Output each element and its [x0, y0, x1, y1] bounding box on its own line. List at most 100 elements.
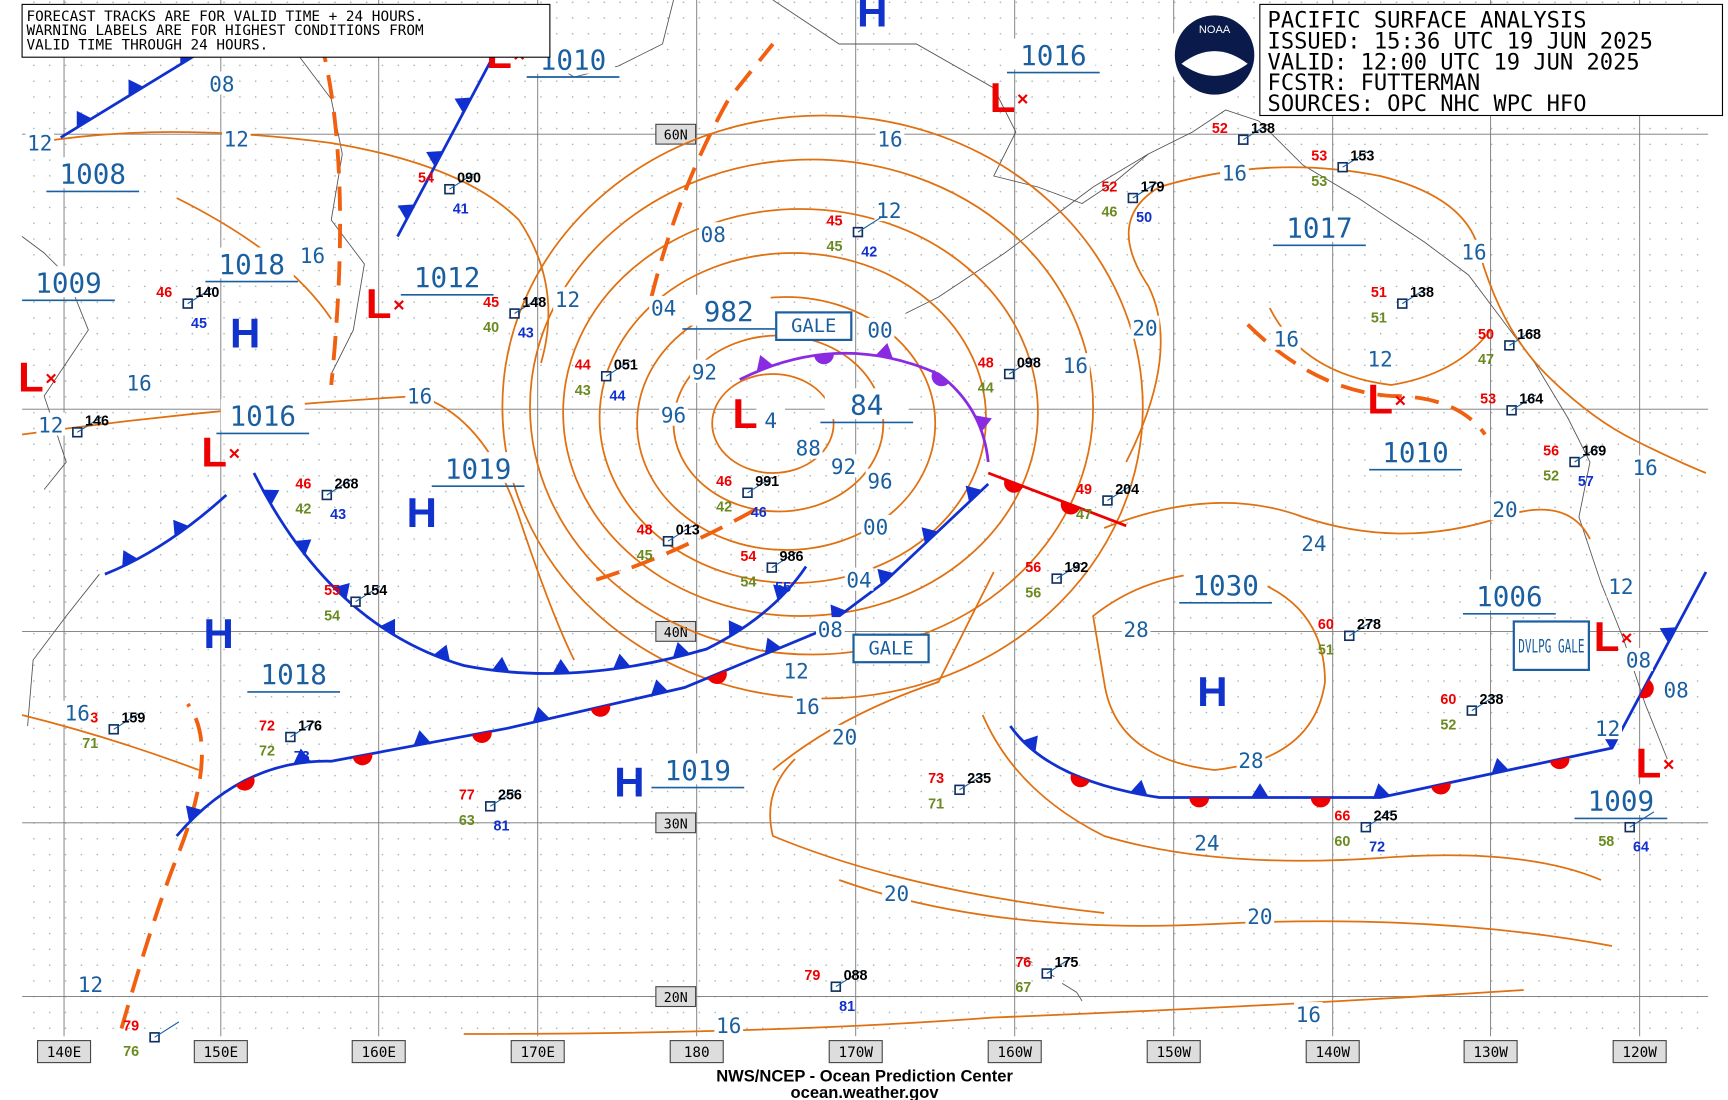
isobar-label-backdrop [714, 1013, 744, 1037]
isobar-label-backdrop [793, 435, 823, 459]
low-symbol: L [732, 390, 758, 437]
isobar-label-backdrop [1365, 346, 1395, 370]
isobar-label-backdrop [1606, 574, 1636, 598]
isobar-label-backdrop [1220, 160, 1249, 184]
isobar-label: 12 [555, 288, 580, 312]
semicircle [1549, 757, 1570, 770]
station-pressure: 238 [1480, 692, 1504, 708]
lon-label: 170W [838, 1045, 873, 1061]
cold-front-symbol [728, 620, 745, 637]
warning-label: GALE [791, 316, 836, 337]
station-dew: 72 [259, 744, 275, 760]
lon-label-box [1146, 1040, 1201, 1064]
lon-label: 160W [997, 1045, 1032, 1061]
warm-front-symbol [1070, 773, 1090, 788]
cold-front-symbol [128, 79, 144, 97]
triangle [650, 679, 669, 696]
isobar-label: 16 [795, 695, 820, 719]
semicircle [814, 353, 834, 365]
isobar-label-backdrop [36, 412, 66, 436]
wind-barb [76, 416, 102, 433]
warm-front-symbol [1189, 797, 1210, 808]
cold-front [104, 493, 228, 576]
coastline [21, 236, 100, 727]
low-symbol: L [18, 354, 44, 401]
high-symbol: H [230, 310, 260, 357]
cold-front-symbol [875, 342, 894, 359]
station-wave: 42 [861, 244, 877, 260]
triangle [76, 110, 92, 128]
isobar-label-backdrop [830, 724, 860, 748]
station-pressure: 098 [1017, 355, 1041, 371]
semicircle [1310, 797, 1331, 808]
station-pressure: 164 [1519, 392, 1543, 408]
station-dew: 51 [1318, 643, 1334, 659]
value-backdrop [26, 266, 111, 297]
isobar-label: 04 [651, 297, 676, 321]
station-dew: 42 [716, 500, 732, 516]
header-box [1259, 3, 1724, 117]
wind-barb [449, 173, 474, 190]
station-temp: 45 [483, 295, 499, 311]
warm-front-symbol [590, 704, 611, 717]
isobar-label-backdrop [861, 514, 890, 538]
station-temp: 45 [827, 214, 843, 230]
station-pressure: 013 [676, 523, 700, 539]
semicircle [1431, 782, 1451, 795]
station-wave: 72 [1369, 839, 1385, 855]
station-dew: 44 [978, 381, 994, 397]
lon-label: 180 [684, 1045, 710, 1061]
station-temp: 46 [295, 476, 311, 492]
cold-front-symbol [1491, 757, 1509, 774]
triangle [1491, 757, 1509, 774]
low-cross: × [1663, 754, 1675, 776]
wind-barb [835, 970, 861, 988]
isobar-label-backdrop [124, 370, 154, 394]
station-pressure: 168 [1517, 327, 1541, 343]
cold-front-symbol [921, 527, 938, 544]
wind-barb [326, 479, 352, 496]
isobar [463, 714, 1613, 1035]
cold-front-symbol [397, 204, 415, 220]
low-cross: × [1621, 628, 1633, 650]
station-dew: 56 [1025, 585, 1041, 601]
cold-front-symbol [491, 656, 510, 672]
station-pressure: 245 [1374, 809, 1398, 825]
station-pressure: 192 [1064, 560, 1088, 576]
station-temp: 48 [978, 355, 994, 371]
lon-label: 130W [1473, 1045, 1508, 1061]
isobar-label: 00 [867, 319, 892, 343]
isobar-label: 20 [884, 882, 909, 906]
station-temp: 77 [459, 788, 475, 804]
warm-front-symbol [1060, 500, 1080, 515]
station-temp: 79 [123, 1019, 139, 1035]
station-dew: 47 [1076, 507, 1092, 523]
isobar-label-backdrop [1593, 716, 1623, 740]
station-temp: 3 [90, 711, 98, 727]
high-symbol: H [614, 758, 644, 805]
station-temp: 60 [1318, 617, 1334, 633]
semicircle [472, 731, 492, 743]
isobar-label: 4 [764, 409, 777, 433]
pressure-value: 982 [704, 296, 754, 328]
isobar-label: 16 [716, 1014, 741, 1038]
station-temp: 66 [1334, 809, 1350, 825]
isobar-label-backdrop [829, 454, 858, 478]
isobar-label-backdrop [875, 126, 905, 150]
semicircle [1060, 500, 1080, 515]
warm-front-symbol [1431, 782, 1451, 795]
station-temp: 46 [716, 474, 732, 490]
pressure-value: 1010 [540, 44, 606, 76]
triangle [728, 620, 745, 637]
cold-front-symbol [756, 354, 774, 372]
station-pressure: 179 [1141, 179, 1165, 195]
lon-label-box [828, 1040, 883, 1064]
isobar [711, 373, 835, 474]
triangle [875, 342, 894, 359]
isobar-label-backdrop [1271, 326, 1301, 350]
cold-front-symbol [433, 644, 450, 662]
triangle [173, 519, 189, 537]
high-symbol: H [407, 489, 437, 536]
isobar-label-backdrop [1459, 239, 1489, 263]
station-temp: 50 [1478, 327, 1494, 343]
